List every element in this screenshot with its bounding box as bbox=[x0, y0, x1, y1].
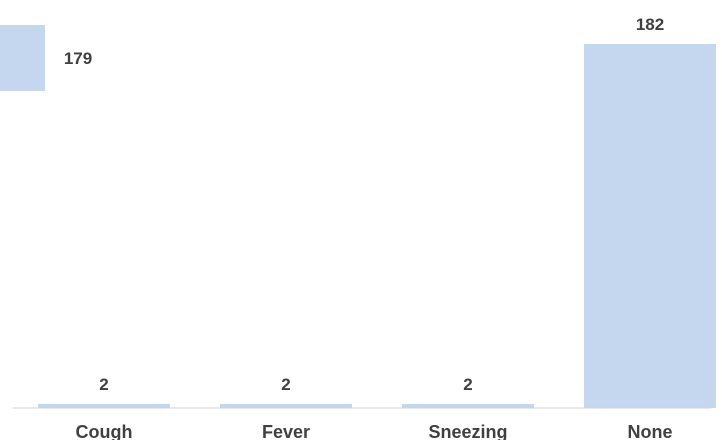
annotation-value-label: 179 bbox=[64, 49, 92, 68]
category-labels-layer: Cough Fever Sneezing None bbox=[76, 422, 673, 440]
bar-cough bbox=[38, 404, 170, 408]
bars-layer bbox=[38, 44, 716, 408]
value-label-none: 182 bbox=[636, 15, 664, 34]
value-label-cough: 2 bbox=[99, 375, 108, 394]
category-label-fever: Fever bbox=[262, 422, 310, 440]
value-label-sneezing: 2 bbox=[463, 375, 472, 394]
annotation-swatch bbox=[0, 25, 45, 91]
annotations-layer: 179 bbox=[0, 25, 92, 91]
category-label-cough: Cough bbox=[76, 422, 133, 440]
bar-sneezing bbox=[402, 404, 534, 408]
labels-layer: 2 2 2 182 bbox=[99, 15, 664, 394]
bar-fever bbox=[220, 404, 352, 408]
category-label-none: None bbox=[628, 422, 673, 440]
bar-none bbox=[584, 44, 716, 408]
value-label-fever: 2 bbox=[281, 375, 290, 394]
category-label-sneezing: Sneezing bbox=[428, 422, 507, 440]
